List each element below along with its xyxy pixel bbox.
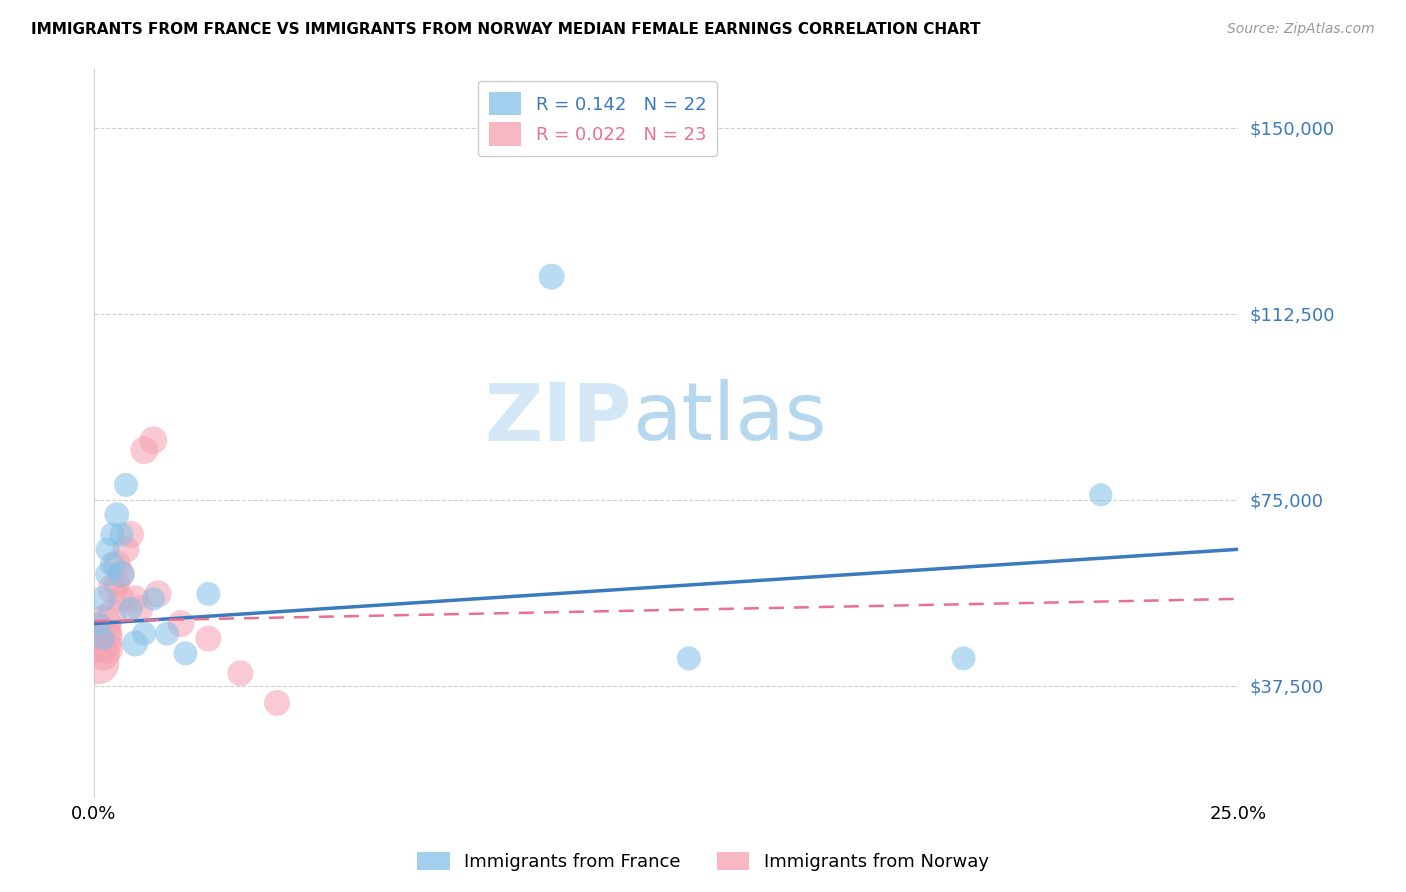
Point (197, 632, 219, 646)
Point (91, 591, 114, 606)
Point (142, 591, 165, 606)
Point (124, 591, 146, 606)
Point (115, 542, 138, 557)
Point (142, 434, 165, 448)
Point (87, 657, 110, 671)
Point (146, 587, 169, 601)
Point (105, 557, 128, 571)
Point (115, 478, 138, 492)
Point (87, 632, 110, 646)
Point (101, 527, 124, 541)
Legend: R = 0.142   N = 22, R = 0.022   N = 23: R = 0.142 N = 22, R = 0.022 N = 23 (478, 81, 717, 156)
Point (101, 582, 124, 596)
Legend: Immigrants from France, Immigrants from Norway: Immigrants from France, Immigrants from … (411, 845, 995, 879)
Point (105, 577, 128, 591)
Point (134, 626, 156, 640)
Point (91, 616, 114, 631)
Point (1090, 488, 1112, 502)
Point (120, 602, 142, 616)
Point (120, 527, 142, 541)
Point (229, 666, 252, 681)
Point (952, 651, 974, 665)
Point (97, 542, 120, 557)
Point (91, 632, 114, 646)
Point (174, 647, 197, 661)
Text: ZIP: ZIP (485, 379, 631, 458)
Point (266, 696, 288, 710)
Point (101, 607, 124, 621)
Point (97, 626, 120, 640)
Point (540, 269, 562, 284)
Point (156, 626, 179, 640)
Point (105, 508, 128, 522)
Point (101, 557, 124, 571)
Point (91, 647, 114, 661)
Point (110, 567, 132, 582)
Text: Source: ZipAtlas.com: Source: ZipAtlas.com (1227, 22, 1375, 37)
Text: atlas: atlas (631, 379, 827, 458)
Point (97, 567, 120, 582)
Point (110, 527, 132, 541)
Point (128, 602, 150, 616)
Point (87, 616, 110, 631)
Text: IMMIGRANTS FROM FRANCE VS IMMIGRANTS FROM NORWAY MEDIAN FEMALE EARNINGS CORRELAT: IMMIGRANTS FROM FRANCE VS IMMIGRANTS FRO… (31, 22, 980, 37)
Point (110, 591, 132, 606)
Point (97, 641, 120, 656)
Point (134, 443, 156, 458)
Point (124, 636, 146, 650)
Point (170, 616, 193, 631)
Point (110, 567, 132, 582)
Point (678, 651, 700, 665)
Point (197, 587, 219, 601)
